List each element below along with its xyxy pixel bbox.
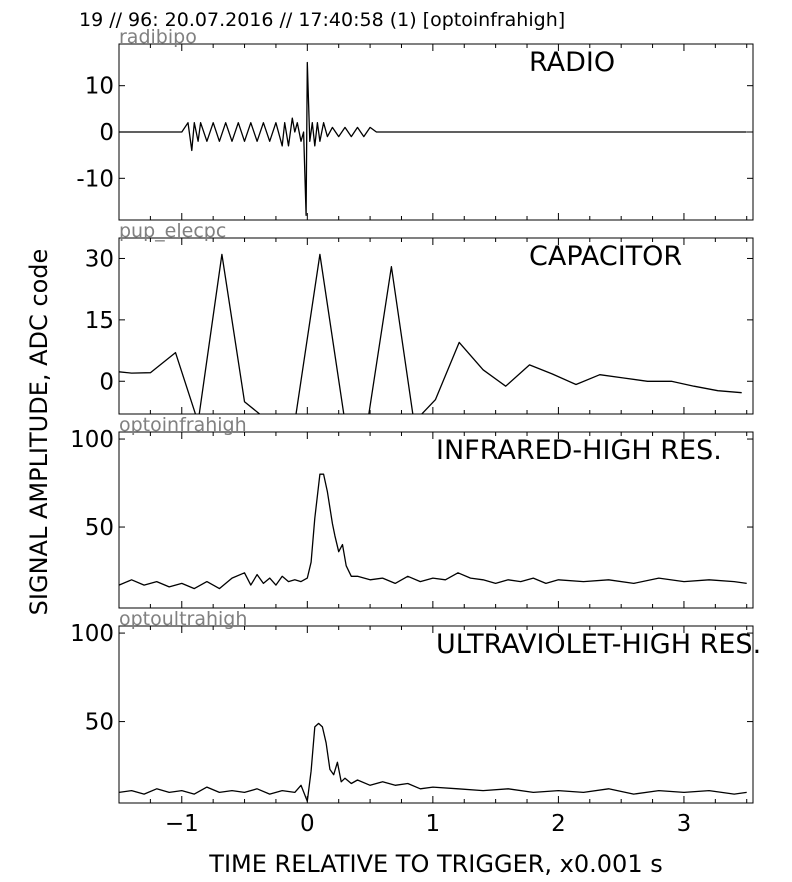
panel-source-label: pup_elecpc <box>119 220 226 242</box>
panel-source-label: optoinfrahigh <box>119 414 247 436</box>
panel-capacitor: pup_elecpc CAPACITOR 30 15 0 <box>85 220 754 415</box>
panel-source-label: optoultrahigh <box>119 608 247 630</box>
y-tick-label: 0 <box>99 120 114 146</box>
x-tick-label: 0 <box>300 811 315 837</box>
panel-title: INFRARED-HIGH RES. <box>436 435 722 466</box>
x-tick-label: 1 <box>426 811 441 837</box>
plot-frame <box>118 431 754 609</box>
panel-infrared-high-res: optoinfrahigh INFRARED-HIGH RES. 100 50 <box>70 414 754 609</box>
x-tick-label: 2 <box>551 811 566 837</box>
panel-title: RADIO <box>529 47 615 78</box>
panel-ultraviolet-high-res: optoultrahigh ULTRAVIOLET-HIGH RES. 100 50 −… <box>70 608 761 837</box>
y-tick-label: -10 <box>76 166 114 192</box>
series-line <box>119 722 747 802</box>
figure-header: 19 // 96: 20.07.2016 // 17:40:58 (1) [op… <box>79 9 565 31</box>
y-tick-label: 30 <box>85 246 114 272</box>
y-tick-label: 100 <box>70 621 114 647</box>
y-tick-label: 0 <box>99 369 114 395</box>
x-tick-label: 3 <box>677 811 692 837</box>
panel-radio: radibipo RADIO 10 0 -10 <box>76 26 754 221</box>
y-tick-label: 10 <box>85 74 114 100</box>
panel-title: CAPACITOR <box>529 241 682 272</box>
panel-title: ULTRAVIOLET-HIGH RES. <box>436 629 761 660</box>
y-tick-label: 50 <box>85 710 114 736</box>
series-line <box>119 473 747 590</box>
panels: radibipoRADIO100-10pup_elecpcCAPACITOR30… <box>70 26 761 837</box>
x-tick-label: −1 <box>165 811 199 837</box>
panel-source-label: radibipo <box>119 26 197 48</box>
x-axis-label: TIME RELATIVE TO TRIGGER, x0.001 s <box>208 850 662 878</box>
series-line <box>119 61 747 217</box>
plot-frame <box>118 625 754 804</box>
plot-frame <box>118 237 754 415</box>
series-line <box>119 253 742 414</box>
y-tick-label: 50 <box>85 515 114 541</box>
y-axis-label: SIGNAL AMPLITUDE, ADC code <box>25 249 53 616</box>
y-tick-label: 100 <box>70 427 114 453</box>
y-tick-label: 15 <box>85 308 114 334</box>
